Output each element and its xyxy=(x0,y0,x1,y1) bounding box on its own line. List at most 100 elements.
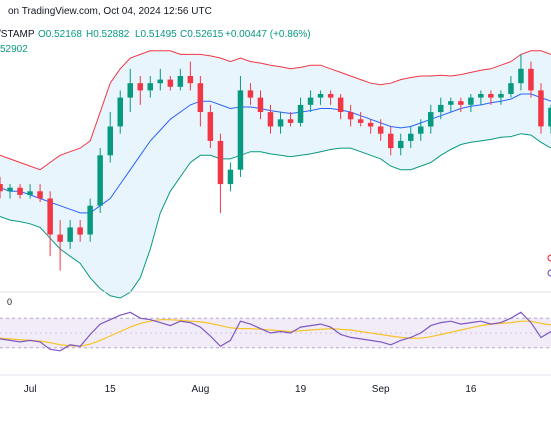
low-value: L0.51495 xyxy=(135,29,177,40)
candle xyxy=(408,126,414,149)
candle-body xyxy=(337,97,344,112)
candle xyxy=(488,90,494,105)
candle-body xyxy=(237,90,244,170)
candle-body xyxy=(418,126,424,134)
time-tick-label: 16 xyxy=(465,384,477,395)
candle xyxy=(518,54,524,91)
candle xyxy=(247,83,254,105)
published-line: on TradingView.com, Oct 04, 2024 12:56 U… xyxy=(8,6,212,17)
candle xyxy=(67,220,73,249)
candle xyxy=(117,90,123,134)
candle xyxy=(538,83,544,134)
high-value: H0.52882 xyxy=(86,29,130,40)
candle xyxy=(167,76,174,91)
candle xyxy=(17,184,23,199)
candle xyxy=(37,184,43,203)
candle xyxy=(187,61,194,91)
candle-body xyxy=(508,83,514,94)
candle-body xyxy=(127,83,133,98)
candle-body xyxy=(27,191,33,195)
candle xyxy=(277,112,284,134)
candle xyxy=(267,104,274,134)
candle xyxy=(137,76,143,105)
candle xyxy=(297,97,304,127)
candle xyxy=(107,112,113,163)
candle xyxy=(237,76,244,177)
change-value: +0.00447 (+0.86%) xyxy=(225,29,311,40)
candle-body xyxy=(177,76,184,87)
candle-body xyxy=(0,184,3,192)
candle-body xyxy=(438,104,444,113)
candle-body xyxy=(488,94,494,98)
candle xyxy=(448,97,454,113)
candle-body xyxy=(147,83,153,91)
candle-body xyxy=(398,140,404,149)
candle-body xyxy=(468,97,474,105)
bb-value: 52902 xyxy=(0,44,28,55)
candle-body xyxy=(117,97,123,127)
right-marker-dot xyxy=(547,269,551,277)
bollinger-lower-line xyxy=(0,133,551,299)
candle xyxy=(7,184,13,199)
candle xyxy=(438,97,444,120)
candle xyxy=(27,184,33,199)
candle xyxy=(87,198,93,242)
candle-body xyxy=(37,191,43,199)
candle-body xyxy=(247,90,254,98)
candle-body xyxy=(97,155,103,206)
candle xyxy=(57,220,63,271)
candle xyxy=(97,148,103,213)
time-tick-label: Aug xyxy=(192,384,210,395)
candle-body xyxy=(347,112,354,120)
bollinger-band-fill xyxy=(0,50,551,298)
rsi-ma-line xyxy=(0,319,551,347)
candle-body xyxy=(367,122,374,127)
candle-body xyxy=(217,140,224,185)
candle-body xyxy=(297,104,304,123)
candle xyxy=(398,133,404,156)
rsi-pane xyxy=(0,311,551,352)
candle-body xyxy=(67,227,73,242)
right-marker-dot xyxy=(547,254,551,262)
candle xyxy=(77,220,83,242)
candle-body xyxy=(428,112,434,127)
candle xyxy=(127,68,133,113)
time-tick-label: 15 xyxy=(105,384,117,395)
candle-body xyxy=(287,119,294,123)
candle-body xyxy=(498,94,504,98)
candle-body xyxy=(227,169,234,185)
candle xyxy=(548,104,551,134)
candle-body xyxy=(377,126,384,134)
candle-body xyxy=(107,126,113,156)
candle-body xyxy=(548,107,551,127)
candle xyxy=(388,126,394,156)
candle-body xyxy=(357,119,364,123)
candle-body xyxy=(518,68,524,84)
candle xyxy=(508,76,514,98)
candle xyxy=(317,90,324,105)
candle xyxy=(367,119,374,134)
candle xyxy=(337,94,344,120)
time-tick-label: Jul xyxy=(24,384,37,395)
candle xyxy=(327,90,334,105)
candle xyxy=(0,176,3,199)
candle xyxy=(357,112,364,127)
candle xyxy=(377,119,384,141)
candle xyxy=(458,97,464,113)
candle-body xyxy=(267,112,274,127)
candle-body xyxy=(7,187,13,192)
candle-body xyxy=(17,187,23,195)
time-axis: Jul15Aug19Sep16Oct xyxy=(24,384,477,395)
close-value: C0.52615 xyxy=(180,29,224,40)
time-tick-label: Sep xyxy=(372,384,390,395)
candle xyxy=(47,191,53,257)
candle xyxy=(478,90,484,105)
candle xyxy=(418,119,424,141)
candle-body xyxy=(388,133,394,149)
candle xyxy=(157,68,163,91)
candle-body xyxy=(87,205,93,235)
candle xyxy=(227,162,234,192)
candle xyxy=(217,133,224,213)
candle xyxy=(147,76,153,98)
